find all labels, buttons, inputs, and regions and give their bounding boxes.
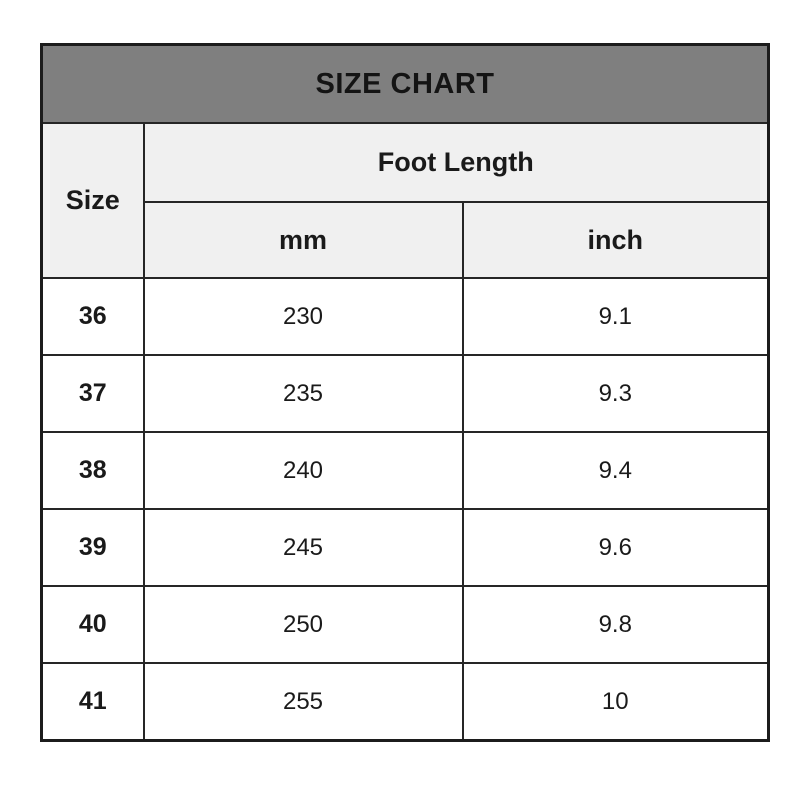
column-header-inch: inch bbox=[461, 201, 770, 279]
inch-cell: 9.6 bbox=[461, 508, 770, 587]
size-cell: 40 bbox=[40, 585, 145, 664]
inch-cell: 9.3 bbox=[461, 354, 770, 433]
inch-cell: 9.8 bbox=[461, 585, 770, 664]
table-row-size-40: 40 250 9.8 bbox=[40, 585, 770, 664]
column-header-mm: mm bbox=[142, 201, 464, 279]
column-group-header-foot-length: Foot Length bbox=[142, 122, 770, 203]
mm-cell: 240 bbox=[142, 431, 464, 510]
mm-cell: 250 bbox=[142, 585, 464, 664]
size-cell: 39 bbox=[40, 508, 145, 587]
mm-cell: 245 bbox=[142, 508, 464, 587]
mm-cell: 230 bbox=[142, 277, 464, 356]
table-row-size-36: 36 230 9.1 bbox=[40, 277, 770, 356]
table-title: SIZE CHART bbox=[40, 43, 770, 124]
table-row-size-37: 37 235 9.3 bbox=[40, 354, 770, 433]
mm-cell: 255 bbox=[142, 662, 464, 742]
inch-cell: 9.1 bbox=[461, 277, 770, 356]
size-cell: 38 bbox=[40, 431, 145, 510]
mm-cell: 235 bbox=[142, 354, 464, 433]
column-header-size: Size bbox=[40, 122, 145, 279]
inch-cell: 10 bbox=[461, 662, 770, 742]
table-row-size-39: 39 245 9.6 bbox=[40, 508, 770, 587]
header-group-row: Size Foot Length bbox=[40, 122, 770, 279]
size-cell: 41 bbox=[40, 662, 145, 742]
size-cell: 36 bbox=[40, 277, 145, 356]
title-row: SIZE CHART bbox=[40, 43, 770, 124]
size-chart-table: SIZE CHART Size Foot Length mm inch 36 2… bbox=[40, 43, 771, 742]
table-row-size-38: 38 240 9.4 bbox=[40, 431, 770, 510]
header-unit-row: mm inch bbox=[42, 201, 770, 279]
table-row-size-41: 41 255 10 bbox=[40, 662, 770, 742]
size-cell: 37 bbox=[40, 354, 145, 433]
inch-cell: 9.4 bbox=[461, 431, 770, 510]
